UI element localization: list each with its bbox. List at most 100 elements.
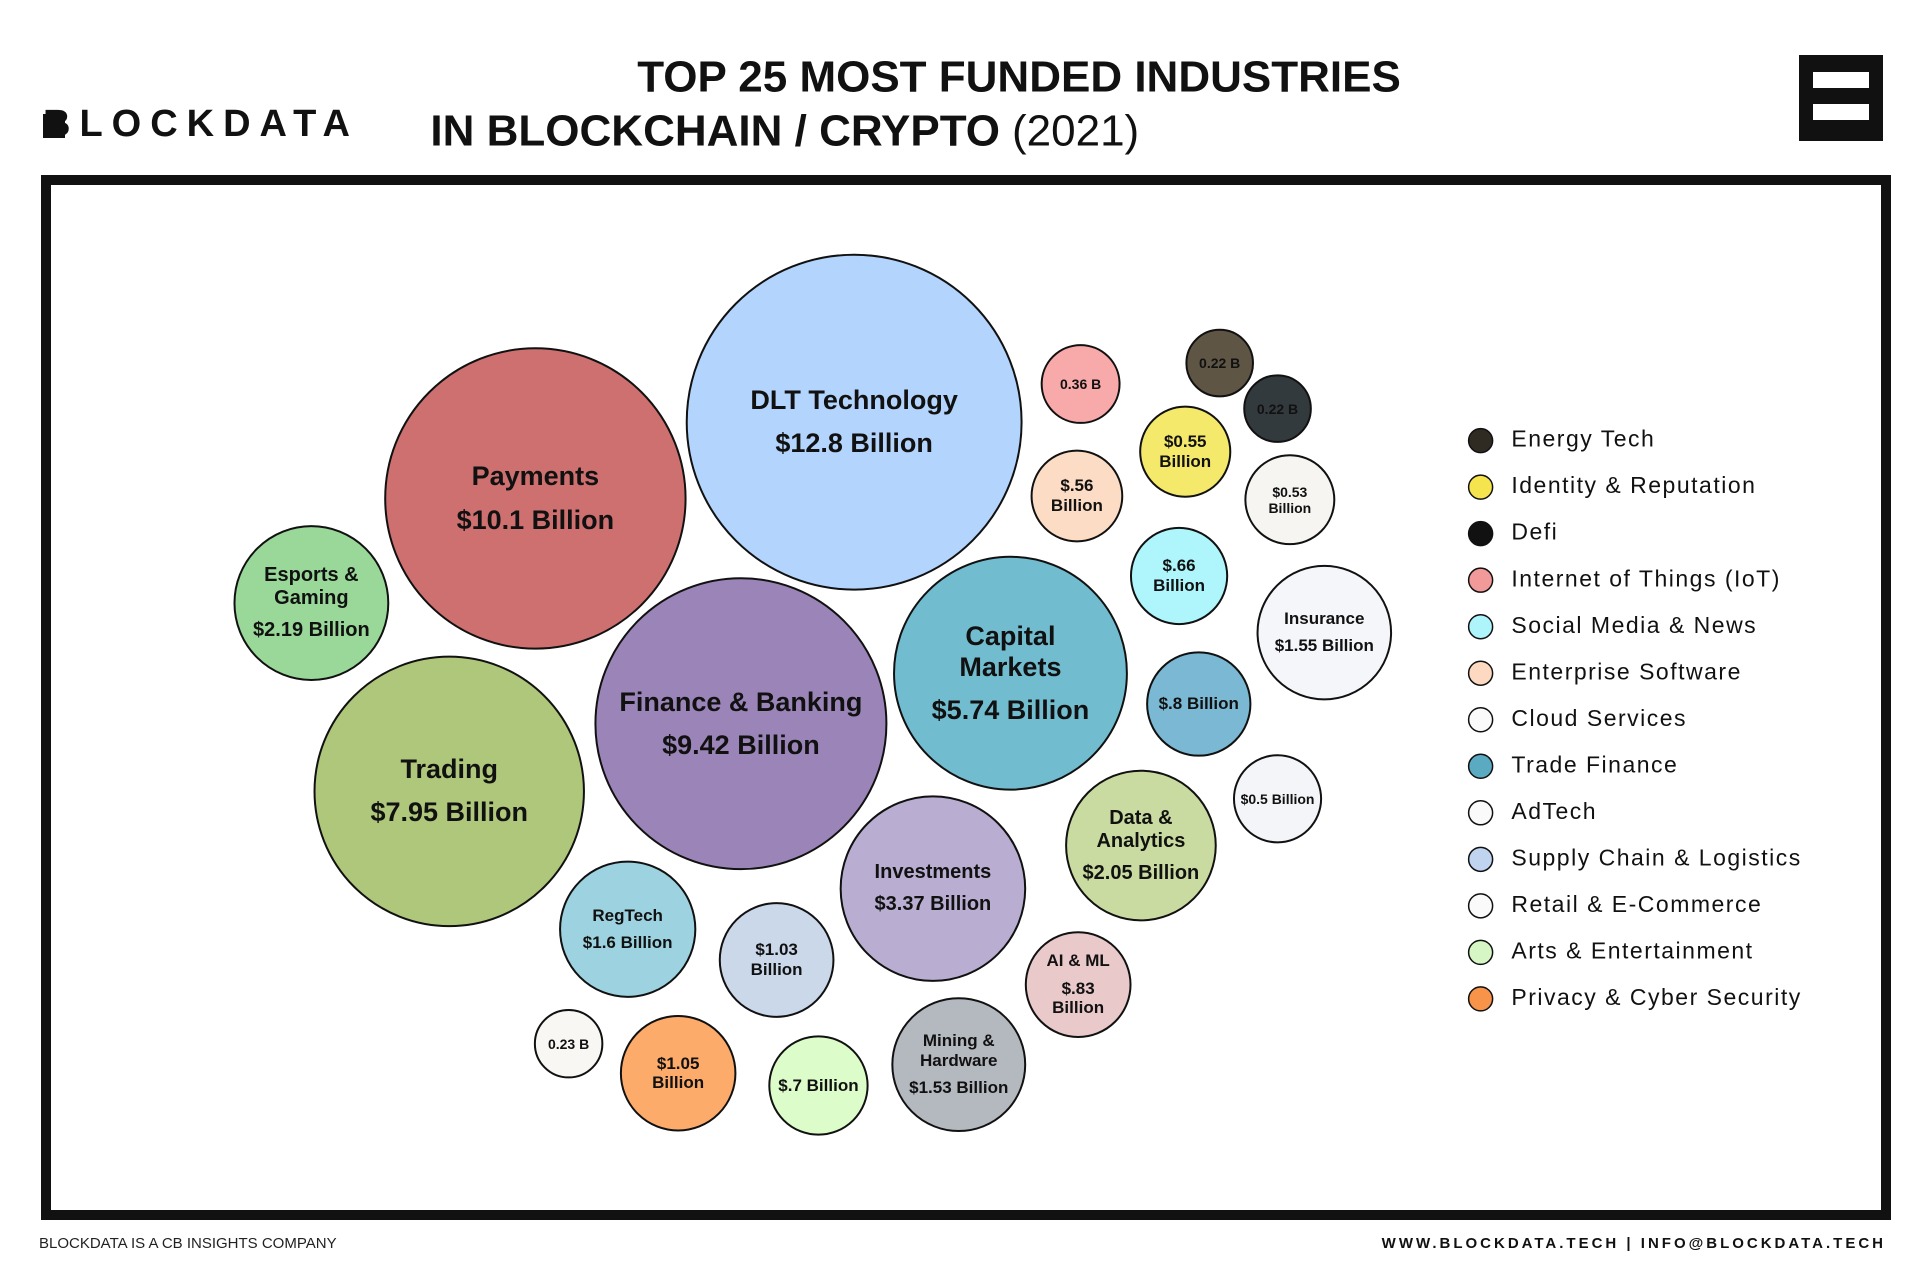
bubble-text: Mining & Hardware $1.53 Billion — [902, 1008, 1015, 1121]
bubble-label: $1.03 Billion — [728, 912, 825, 1009]
bubble-name: Esports & Gaming — [264, 564, 359, 610]
bubble — [233, 525, 390, 681]
brand: BLOCKDATA — [43, 103, 359, 145]
bubble-label: AI & ML $.83 Billion — [1034, 940, 1123, 1029]
brand-mark — [43, 114, 65, 138]
bubble-text: $.66 Billion — [1138, 535, 1220, 617]
chart-title-line2: IN BLOCKCHAIN / CRYPTO — [430, 107, 1000, 156]
legend-swatch — [1467, 613, 1494, 640]
bubble — [768, 1035, 869, 1136]
bubble — [1232, 754, 1323, 844]
bubble-text: Payments $10.1 Billion — [408, 371, 663, 626]
legend-label: Defi — [1511, 519, 1558, 545]
bubble-label: $.7 Billion — [777, 1044, 861, 1128]
bubble-text: DLT Technology $12.8 Billion — [712, 280, 997, 565]
legend-label: Identity & Reputation — [1511, 472, 1756, 498]
bubble-name: Payments — [471, 461, 600, 492]
bubble-text: $0.5 Billion — [1241, 762, 1315, 836]
bubble-label: 0.22 B — [1199, 355, 1241, 372]
legend-swatch — [1467, 660, 1494, 686]
bubble — [718, 902, 835, 1018]
footer-right: WWW.BLOCKDATA.TECH | INFO@BLOCKDATA.TECH — [1382, 1235, 1886, 1252]
bubble-value: $7.95 Billion — [370, 797, 528, 828]
bubble-name: Data & Analytics — [1096, 806, 1186, 852]
bubble-label: Mining & Hardware $1.53 Billion — [902, 1008, 1015, 1121]
legend-label: AdTech — [1511, 798, 1597, 824]
legend-label: Enterprise Software — [1511, 658, 1741, 684]
bubble-name: Trading — [400, 754, 498, 785]
bubble-label: $1.05 Billion — [629, 1025, 726, 1122]
bubble-text: Esports & Gaming $2.19 Billion — [246, 538, 377, 669]
bubble-label: DLT Technology $12.8 Billion — [712, 280, 997, 565]
bubble-text: 0.23 B — [540, 1015, 597, 1072]
bubble — [839, 795, 1027, 982]
legend-swatch — [1467, 800, 1494, 826]
bubble-value: $2.19 Billion — [253, 619, 370, 642]
legend-swatch — [1467, 986, 1494, 1012]
legend-swatch — [1467, 707, 1494, 733]
legend-swatch — [1467, 939, 1494, 966]
bubble-value: $1.53 Billion — [909, 1078, 1009, 1098]
legend-swatch — [1467, 427, 1494, 454]
bubble-text: $.8 Billion — [1155, 660, 1243, 748]
bubble-name: RegTech — [592, 905, 663, 925]
bubble — [1243, 374, 1312, 443]
legend: Energy Tech Identity & Reputation Defi Inte… — [1467, 426, 1801, 1012]
bubble-label: 0.22 B — [1249, 380, 1306, 437]
frame — [41, 175, 1891, 1220]
legend-swatch — [1467, 567, 1494, 593]
bubble-text: Data & Analytics $2.05 Billion — [1077, 782, 1204, 909]
bubble-text: 0.36 B — [1048, 351, 1114, 417]
bubble-value: $0.53 Billion — [1268, 483, 1312, 516]
legend-swatch — [1467, 753, 1494, 780]
bubble-text: $.7 Billion — [777, 1044, 861, 1128]
bubble-value: 0.22 B — [1199, 355, 1241, 372]
bubble-value: $12.8 Billion — [775, 428, 933, 459]
legend-label: Privacy & Cyber Security — [1511, 984, 1801, 1010]
bubble — [1040, 344, 1121, 424]
bubble-name: Insurance — [1284, 609, 1365, 629]
bubble-text: 0.22 B — [1249, 380, 1306, 437]
bubble — [559, 860, 697, 998]
legend-label: Retail & E-Commerce — [1511, 891, 1762, 917]
bubble-label: Investments $3.37 Billion — [874, 861, 992, 915]
bubble-text: $1.05 Billion — [629, 1025, 726, 1122]
legend-label: Supply Chain & Logistics — [1511, 844, 1801, 870]
bubble-text: Capital Markets $5.74 Billion — [911, 574, 1109, 772]
logo-icon — [1799, 55, 1883, 141]
bubble — [891, 997, 1027, 1133]
bubble-name: Finance & Banking — [619, 686, 863, 717]
bubble — [384, 347, 687, 650]
bubble-text: $1.03 Billion — [728, 912, 825, 1009]
bubble-label: Capital Markets $5.74 Billion — [911, 574, 1109, 772]
legend-label: Arts & Entertainment — [1511, 937, 1753, 963]
legend-swatch — [1467, 474, 1494, 500]
bubble-name: AI & ML — [1046, 951, 1110, 971]
bubble-value: 0.36 B — [1059, 375, 1102, 392]
bubble-label: RegTech $1.6 Billion — [582, 905, 673, 953]
legend-label: Social Media & News — [1511, 612, 1757, 638]
bubble — [893, 555, 1128, 791]
bubble-value: $5.74 Billion — [931, 694, 1090, 725]
bubble-value: $0.5 Billion — [1240, 790, 1315, 807]
bubble-value: 0.22 B — [1256, 400, 1299, 417]
bubble-name: Investments — [874, 861, 992, 884]
legend-label: Internet of Things (IoT) — [1511, 565, 1781, 591]
bubble-text: AI & ML $.83 Billion — [1034, 940, 1123, 1029]
bubble-value: $1.6 Billion — [582, 933, 673, 953]
bubble-value: $.7 Billion — [778, 1075, 859, 1095]
bubble-name: Mining & Hardware — [920, 1031, 998, 1071]
bubble-label: $.56 Billion — [1038, 457, 1115, 534]
legend-label: Cloud Services — [1511, 705, 1687, 731]
legend-label: Trade Finance — [1511, 751, 1678, 777]
bubble-label: $0.55 Billion — [1159, 432, 1212, 471]
bubble — [533, 1008, 604, 1079]
bubble — [594, 577, 888, 871]
legend-swatch — [1467, 520, 1494, 547]
bubble — [1129, 526, 1229, 626]
bubble-label: $.66 Billion — [1138, 535, 1220, 617]
bubble-text: $.56 Billion — [1038, 457, 1115, 534]
bubble-value: $0.55 Billion — [1159, 432, 1212, 471]
bubble-label: Data & Analytics $2.05 Billion — [1077, 782, 1204, 909]
